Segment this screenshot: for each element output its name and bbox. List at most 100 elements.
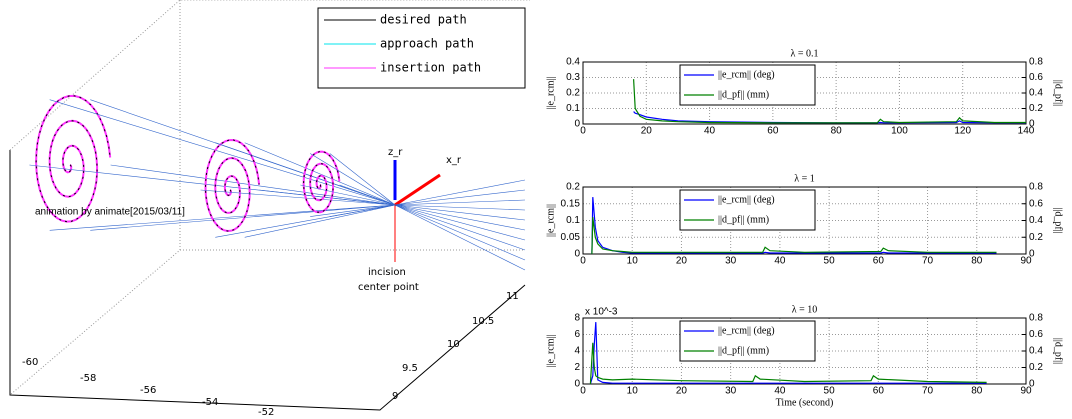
plot-frame [582,186,1027,255]
x-tick-label: 90 [1020,256,1032,267]
x-tick-label: 30 [725,256,737,267]
y-tick-label: 0.05 [561,232,581,243]
y-tick-label: 0.2 [566,182,580,193]
y2-tick-label: 0.4 [1029,88,1043,99]
legend-label: insertion path [380,61,481,75]
x-tick-label: 100 [891,126,908,137]
y2-tick-label: 0.8 [1029,182,1043,193]
x-tick-label: 140 [1018,126,1035,137]
y-tick-label: 0.1 [566,103,580,114]
y-tick-label: 0.15 [561,198,581,209]
ray [394,204,526,221]
x-tick-label: 120 [954,126,971,137]
legend-label: approach path [380,37,474,51]
chart-title: λ = 10 [792,304,818,315]
x-tick-label: 10 [627,386,639,397]
ray [394,204,526,211]
3d-plot: desired path approach path insertion path z… [9,0,530,418]
ray [300,184,396,206]
x-tick-label: 60 [873,256,885,267]
plot-frame [582,317,1027,385]
spiral [303,151,340,213]
ray [200,189,396,206]
chart-title: λ = 0.1 [791,48,819,59]
legend-label: ||e_rcm|| (deg) [718,69,775,80]
x-axis-label: Time (second) [776,397,834,408]
x-tick-label: -60 [22,357,38,368]
x-tick-label: 20 [676,256,688,267]
y-tick-label: 0.2 [566,88,580,99]
ray [339,184,396,206]
x-tick-label: 40 [774,256,786,267]
x-tick-label: 0 [580,386,586,397]
y2-tick-label: 0 [1029,119,1035,130]
annotation: x_r [446,155,462,166]
chart-title: λ = 1 [794,173,815,184]
grid-box [9,0,530,151]
y2-tick-label: 0.8 [1029,57,1043,68]
x-tick-label: 80 [971,256,983,267]
ray [259,189,396,206]
x-tick-label: 0 [580,126,586,137]
y2-tick-label: 0.6 [1029,72,1043,83]
ray [394,204,526,271]
legend-label: ||e_rcm|| (deg) [718,325,775,336]
y-axis-label: ||e_rcm|| [545,204,556,237]
x-tick-label: 0 [580,256,586,267]
ray [49,99,396,206]
y2-axis-label: ||d_pf|| [1053,338,1064,364]
legend-box [679,64,816,106]
x-tick-label: -56 [140,385,156,396]
y2-tick-label: 0.2 [1029,362,1043,373]
y-tick-label: 10.5 [472,316,494,327]
legend-label: desired path [380,13,467,27]
y-tick-label: 0 [574,249,580,260]
ray [90,204,396,231]
x-tick-label: 40 [774,386,786,397]
y-tick-label: 10 [447,339,460,350]
annotation: z_r [388,147,403,158]
y2-tick-label: 0 [1029,379,1035,390]
x-tick-label: 50 [824,256,836,267]
legend-box [679,320,816,362]
y-tick-label: 9 [392,391,398,402]
ray [49,204,396,231]
legend-box [679,189,816,231]
x-tick-label: 70 [922,256,934,267]
y-tick-label: 4 [574,346,580,357]
y2-tick-label: 0.8 [1029,313,1043,324]
y2-axis-label: ||d_pf|| [1053,80,1064,106]
ray [110,164,396,206]
spiral [302,150,341,214]
ray [394,179,526,206]
series-line [633,79,1026,124]
y-tick-label: 0.1 [566,215,580,226]
y-tick-label: 0 [574,119,580,130]
series-line [591,197,997,255]
y-tick-label: 0.4 [566,57,580,68]
y2-tick-label: 0.2 [1029,232,1043,243]
x-tick-label: 70 [922,386,934,397]
watermark: animation by animate[2015/03/11] [35,207,185,218]
y2-tick-label: 0.6 [1029,198,1043,209]
axis-box [9,150,526,411]
y2-axis-label: ||d_pf|| [1053,207,1064,233]
y-tick-label: 2 [574,362,580,373]
ray [329,153,396,206]
series-line [589,342,987,385]
x-tick-label: -52 [258,407,274,418]
y2-tick-label: 0.4 [1029,215,1043,226]
x-tick-label: 60 [767,126,779,137]
annotation: incision [368,267,406,278]
x-tick-label: 20 [641,126,653,137]
y-tick-label: 0.3 [566,72,580,83]
x-tick-label: 80 [831,126,843,137]
y-axis-label: ||e_rcm|| [545,77,556,110]
x-tick-label: 30 [725,386,737,397]
plot-frame [582,61,1027,125]
x-tick-label: 10 [627,256,639,267]
ray [244,204,396,238]
spiral [204,138,261,233]
y-tick-label: 0 [574,379,580,390]
